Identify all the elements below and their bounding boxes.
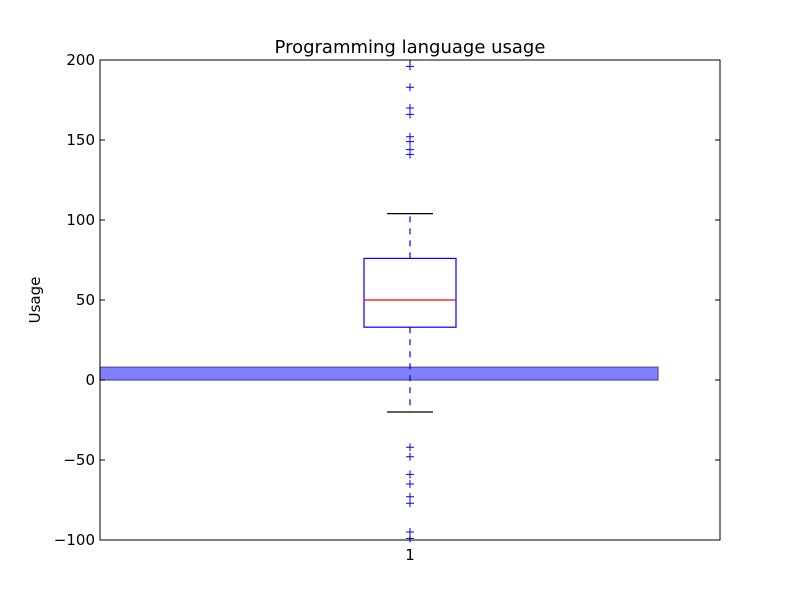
y-tick-label: 0	[85, 371, 95, 389]
outlier-point	[406, 499, 414, 508]
outlier-point	[406, 83, 414, 92]
y-tick-label: −100	[54, 531, 95, 549]
y-tick-label: 200	[66, 51, 95, 69]
outlier-point	[406, 470, 414, 479]
plot-area: −100 −50 0 50 100 150 200 1	[54, 51, 721, 564]
outlier-point	[406, 110, 414, 119]
y-tick-label: −50	[63, 451, 95, 469]
y-tick-label: 50	[76, 291, 95, 309]
outlier-point	[406, 452, 414, 461]
y-tick-label: 150	[66, 131, 95, 149]
y-axis-label: Usage	[26, 277, 44, 324]
x-tick-label: 1	[405, 546, 415, 564]
outlier-point	[406, 480, 414, 488]
outlier-point	[406, 150, 414, 159]
filled-bar	[99, 366, 659, 381]
y-tick-label: 100	[66, 211, 95, 229]
chart-title: Programming language usage	[275, 37, 546, 58]
interquartile-box	[363, 257, 457, 328]
outlier-point	[406, 443, 414, 452]
outlier-point	[406, 137, 414, 146]
